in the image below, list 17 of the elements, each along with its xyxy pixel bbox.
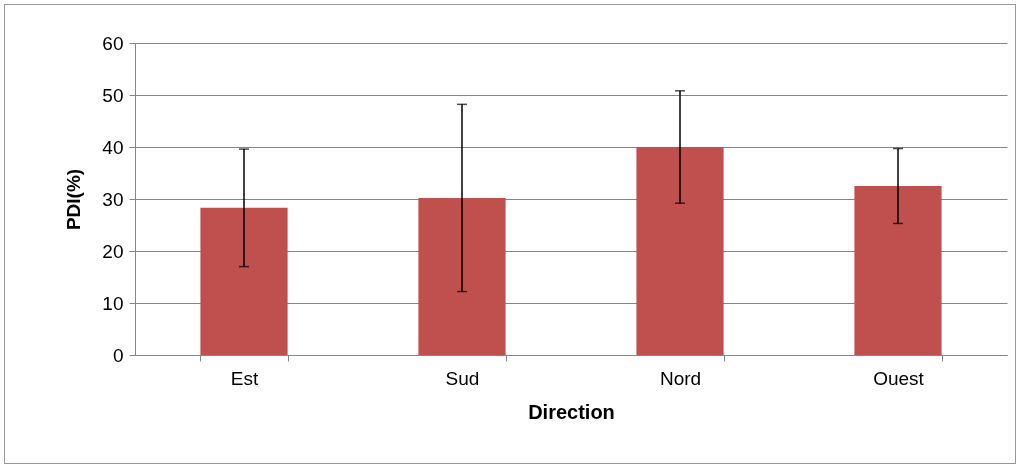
x-tick-label: Est bbox=[230, 367, 259, 389]
y-axis-title: PDI(%) bbox=[63, 168, 85, 231]
y-tick-label: 10 bbox=[102, 292, 124, 314]
x-axis-title: Direction bbox=[528, 400, 615, 423]
x-tick-label: Sud bbox=[445, 367, 480, 389]
x-tick-label: Nord bbox=[659, 367, 702, 389]
y-tick-label: 20 bbox=[102, 240, 124, 262]
bar bbox=[636, 147, 724, 355]
bar bbox=[200, 207, 288, 355]
y-tick-label: 30 bbox=[102, 188, 124, 210]
x-tick-label: Ouest bbox=[873, 367, 925, 389]
y-tick-label: 50 bbox=[102, 84, 124, 106]
bar bbox=[418, 197, 506, 355]
y-tick-label: 40 bbox=[102, 136, 124, 158]
bar bbox=[854, 186, 942, 355]
y-tick-label: 60 bbox=[102, 32, 124, 54]
y-tick-label: 0 bbox=[112, 344, 124, 366]
